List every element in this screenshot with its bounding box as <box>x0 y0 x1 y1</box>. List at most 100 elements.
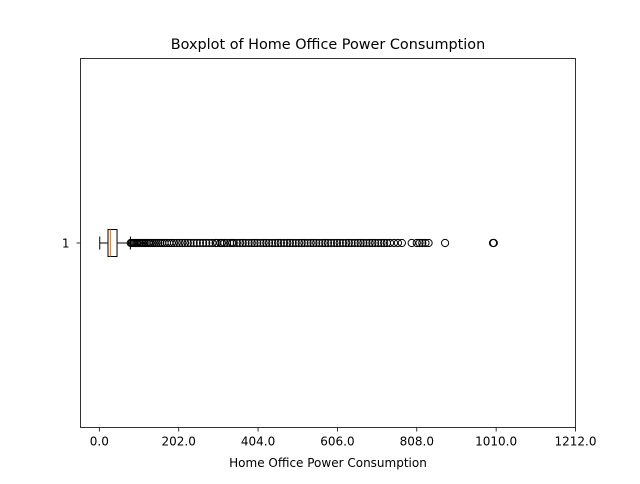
outlier-point <box>262 238 271 248</box>
outlier-point <box>205 238 214 248</box>
outlier-point <box>309 238 318 248</box>
outlier-point <box>377 238 386 248</box>
outlier-point <box>344 238 353 248</box>
outlier-point <box>195 238 205 248</box>
outlier-point <box>362 238 371 248</box>
outlier-point <box>389 238 399 248</box>
outlier-point <box>154 238 163 248</box>
outlier-point <box>268 238 277 248</box>
outlier-point <box>418 238 427 248</box>
outlier-point <box>321 238 330 248</box>
outlier-point <box>235 238 245 248</box>
outlier-point <box>335 238 344 248</box>
outlier-point <box>276 238 285 248</box>
x-tick-label: 606.0 <box>320 435 354 449</box>
x-tick-label: 808.0 <box>400 435 434 449</box>
outlier-point <box>238 238 247 248</box>
outlier-point <box>350 238 359 248</box>
outlier-point <box>359 238 368 248</box>
outlier-point <box>347 238 356 248</box>
outlier-point <box>421 238 430 248</box>
outlier-point <box>150 238 159 248</box>
outlier-point <box>291 238 300 248</box>
outlier-point <box>374 238 383 248</box>
outlier-point <box>489 238 498 248</box>
outlier-point <box>303 238 312 248</box>
outlier-point <box>186 238 195 248</box>
outlier-point <box>283 238 292 248</box>
x-tick-label: 1010.0 <box>475 435 517 449</box>
outlier-point <box>208 238 217 248</box>
outlier-point <box>393 238 403 248</box>
outlier-point <box>315 238 324 248</box>
outlier-point <box>306 238 315 248</box>
plot-area <box>99 229 498 257</box>
outlier-point <box>356 238 365 248</box>
outlier-point <box>250 238 259 248</box>
outlier-point <box>385 238 395 248</box>
outlier-point <box>148 238 157 248</box>
chart-title: Boxplot of Home Office Power Consumption <box>171 37 485 53</box>
outlier-point <box>178 238 187 248</box>
outlier-point <box>232 238 241 248</box>
outlier-point <box>341 238 351 248</box>
x-tick-label: 1212.0 <box>555 435 597 449</box>
box-group <box>99 229 498 257</box>
x-tick-label: 404.0 <box>241 435 275 449</box>
outlier-point <box>172 238 181 248</box>
outlier-point <box>146 238 155 248</box>
outlier-point <box>380 238 389 248</box>
outlier-point <box>285 238 294 248</box>
outlier-point <box>229 238 238 248</box>
outlier-point <box>244 238 253 248</box>
outlier-group <box>126 238 498 248</box>
outlier-point <box>353 238 362 248</box>
y-axis: 1 <box>62 237 81 251</box>
outlier-point <box>192 238 201 248</box>
x-axis: 0.0 202.0 404.0 606.0 808.0 1010.0 1212.0 <box>90 427 597 449</box>
outlier-point <box>338 238 348 248</box>
x-tick-label: 202.0 <box>162 435 196 449</box>
x-axis-label: Home Office Power Consumption <box>229 456 427 470</box>
outlier-point <box>183 238 192 248</box>
outlier-point <box>365 238 374 248</box>
outlier-point <box>241 238 250 248</box>
outlier-point <box>297 238 306 248</box>
outlier-point <box>323 238 333 248</box>
x-tick-label: 0.0 <box>90 435 109 449</box>
outlier-point <box>180 238 190 248</box>
outlier-point <box>222 238 232 248</box>
outlier-point <box>424 238 433 248</box>
outlier-point <box>318 238 327 248</box>
outlier-point <box>412 238 421 248</box>
outlier-point <box>152 238 161 248</box>
outlier-point <box>279 238 289 248</box>
outlier-point <box>274 238 283 248</box>
outlier-point <box>256 238 265 248</box>
outlier-point <box>440 238 450 248</box>
outlier-point <box>217 238 227 248</box>
outlier-point <box>189 238 198 248</box>
outlier-point <box>253 238 262 248</box>
outlier-point <box>156 238 165 248</box>
outlier-point <box>330 238 339 248</box>
outlier-point <box>226 238 235 248</box>
outlier-point <box>368 238 377 248</box>
outlier-point <box>264 238 274 248</box>
outlier-point <box>220 238 229 248</box>
outlier-point <box>169 238 179 248</box>
outlier-point <box>288 238 297 248</box>
box-iqr <box>107 229 118 257</box>
outlier-point <box>294 238 304 248</box>
outlier-point <box>247 238 256 248</box>
outlier-point <box>332 238 342 248</box>
y-tick-label: 1 <box>62 237 70 251</box>
outlier-point <box>198 238 208 248</box>
outlier-point <box>327 238 336 248</box>
outlier-point <box>312 238 321 248</box>
outlier-point <box>259 238 268 248</box>
outlier-point <box>300 238 309 248</box>
outlier-point <box>407 238 416 248</box>
